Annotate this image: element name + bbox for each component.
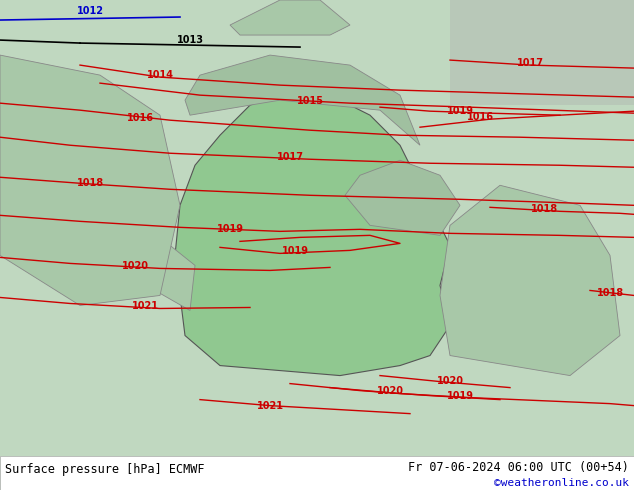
Text: 1021: 1021 — [131, 301, 158, 312]
Text: 1018: 1018 — [597, 289, 624, 298]
Text: 1020: 1020 — [377, 386, 403, 395]
Text: Fr 07-06-2024 06:00 UTC (00+54): Fr 07-06-2024 06:00 UTC (00+54) — [408, 461, 629, 474]
Text: 1018: 1018 — [77, 178, 103, 188]
Text: 1020: 1020 — [436, 375, 463, 386]
Text: 1018: 1018 — [531, 204, 559, 214]
Polygon shape — [175, 90, 450, 375]
Text: 1019: 1019 — [216, 224, 243, 234]
Text: 1013: 1013 — [176, 35, 204, 45]
Text: 1017: 1017 — [517, 58, 543, 68]
Text: 1015: 1015 — [297, 96, 323, 106]
Text: ©weatheronline.co.uk: ©weatheronline.co.uk — [494, 478, 629, 488]
Text: Surface pressure [hPa] ECMWF: Surface pressure [hPa] ECMWF — [5, 464, 205, 476]
Text: 1021: 1021 — [257, 401, 283, 411]
Polygon shape — [345, 160, 460, 235]
Text: 1016: 1016 — [127, 113, 153, 123]
Polygon shape — [0, 55, 180, 305]
Bar — [450, 0, 634, 105]
Polygon shape — [440, 185, 620, 375]
Text: 1014: 1014 — [146, 70, 174, 80]
Polygon shape — [185, 55, 420, 145]
Text: 1016: 1016 — [467, 112, 493, 122]
Text: 1012: 1012 — [77, 6, 103, 16]
Text: 1017: 1017 — [276, 152, 304, 162]
Text: 1019: 1019 — [446, 106, 474, 116]
Polygon shape — [150, 245, 195, 311]
Text: 1019: 1019 — [446, 391, 474, 401]
Text: 1020: 1020 — [122, 261, 148, 271]
Polygon shape — [230, 0, 350, 35]
Text: 1019: 1019 — [281, 246, 309, 256]
